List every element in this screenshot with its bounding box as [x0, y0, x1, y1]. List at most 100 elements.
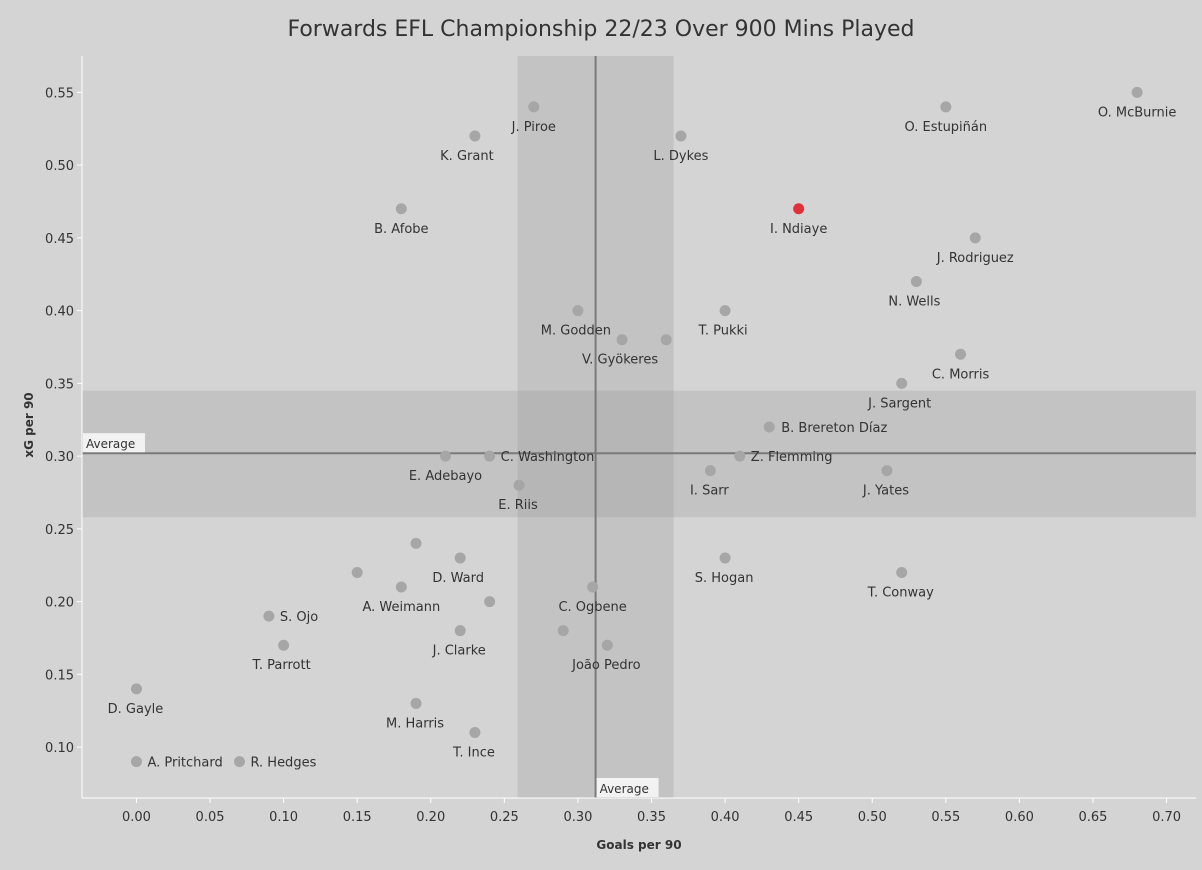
- point-label-k-grant: K. Grant: [440, 149, 494, 164]
- point-label-i-ndiaye: I. Ndiaye: [770, 222, 827, 237]
- x-axis-title: Goals per 90: [596, 838, 681, 852]
- x-tick-label: 0.05: [196, 810, 225, 825]
- x-average-label: Average: [600, 782, 649, 796]
- x-tick-label: 0.00: [122, 810, 151, 825]
- x-average-label-box: [596, 778, 659, 797]
- data-point-c-washington: [484, 450, 496, 462]
- data-point-c-morris: [955, 348, 967, 360]
- y-axis-title: xG per 90: [22, 392, 36, 457]
- data-point-b-brereton-diaz: [763, 421, 775, 433]
- data-points: [130, 86, 1143, 768]
- data-point-i-ndiaye: [793, 203, 805, 215]
- data-point-m-godden: [572, 305, 584, 317]
- y-average-label: Average: [86, 437, 135, 451]
- x-tick-label: 0.20: [416, 810, 445, 825]
- point-label-a-weimann: A. Weimann: [362, 600, 440, 615]
- point-label-j-rodriguez: J. Rodriguez: [936, 251, 1014, 266]
- point-label-o-mcburnie: O. McBurnie: [1098, 105, 1176, 120]
- data-point: [410, 537, 422, 549]
- data-point-j-rodriguez: [969, 232, 981, 244]
- tick-labels: 0.00 0.05 0.10 0.15 0.20 0.25 0.30 0.35 0.40 0.45…: [45, 86, 1181, 825]
- point-labels: O. McBurnie O. Estupiñán J. Piroe K. Grant L…: [108, 105, 1177, 770]
- data-point-z-flemming: [734, 450, 746, 462]
- point-label-j-yates: J. Yates: [862, 484, 909, 499]
- point-label-v-gyokeres: V. Gyökeres: [582, 353, 658, 368]
- chart-title: Forwards EFL Championship 22/23 Over 900…: [287, 17, 914, 42]
- point-label-e-riis: E. Riis: [498, 498, 538, 513]
- data-point-c-ogbene: [587, 581, 599, 593]
- average-bands: [82, 56, 1196, 798]
- data-point-joao-pedro: [601, 639, 613, 651]
- point-label-c-washington: C. Washington: [501, 450, 595, 465]
- point-label-o-estupinan: O. Estupiñán: [905, 120, 988, 135]
- data-point-a-weimann: [395, 581, 407, 593]
- x-tick-label: 0.10: [269, 810, 298, 825]
- y-tick-label: 0.15: [45, 668, 74, 683]
- point-label-s-hogan: S. Hogan: [695, 571, 754, 586]
- point-label-d-gayle: D. Gayle: [108, 702, 164, 717]
- point-label-z-flemming: Z. Flemming: [751, 450, 833, 465]
- data-point-j-yates: [881, 465, 893, 477]
- y-tick-label: 0.30: [45, 450, 74, 465]
- y-tick-label: 0.45: [45, 232, 74, 247]
- x-tick-label: 0.70: [1152, 810, 1181, 825]
- x-tick-label: 0.45: [784, 810, 813, 825]
- point-label-d-ward: D. Ward: [432, 571, 484, 586]
- y-tick-label: 0.20: [45, 596, 74, 611]
- data-point-i-sarr: [704, 465, 716, 477]
- x-tick-label: 0.60: [1005, 810, 1034, 825]
- data-point-t-parrott: [278, 639, 290, 651]
- y-tick-label: 0.25: [45, 523, 74, 538]
- point-label-e-adebayo: E. Adebayo: [409, 469, 482, 484]
- data-point-o-estupinan: [940, 101, 952, 113]
- point-label-t-parrott: T. Parrott: [251, 658, 310, 673]
- data-point-t-ince: [469, 727, 481, 739]
- point-label-t-conway: T. Conway: [867, 585, 935, 600]
- point-label-l-dykes: L. Dykes: [653, 149, 708, 164]
- point-label-t-pukki: T. Pukki: [697, 324, 747, 339]
- data-point: [484, 596, 496, 608]
- data-point-e-adebayo: [439, 450, 451, 462]
- x-tick-label: 0.65: [1079, 810, 1108, 825]
- point-label-joao-pedro: João Pedro: [571, 658, 641, 673]
- y-tick-label: 0.35: [45, 377, 74, 392]
- y-tick-label: 0.50: [45, 159, 74, 174]
- x-tick-label: 0.30: [563, 810, 592, 825]
- point-label-s-ojo: S. Ojo: [280, 610, 318, 625]
- data-point-l-dykes: [675, 130, 687, 142]
- data-point: [351, 566, 363, 578]
- data-point-t-conway: [896, 566, 908, 578]
- data-point-a-pritchard: [130, 756, 142, 768]
- data-point-b-afobe: [395, 203, 407, 215]
- data-point-m-harris: [410, 697, 422, 709]
- x-tick-label: 0.50: [858, 810, 887, 825]
- data-point-t-pukki: [719, 305, 731, 317]
- average-labels: Average Average: [83, 433, 659, 797]
- data-point-d-ward: [454, 552, 466, 564]
- data-point-n-wells: [910, 276, 922, 288]
- point-label-m-godden: M. Godden: [541, 324, 611, 339]
- y-tick-label: 0.55: [45, 86, 74, 101]
- point-label-j-piroe: J. Piroe: [511, 120, 556, 135]
- data-point-s-hogan: [719, 552, 731, 564]
- point-label-c-morris: C. Morris: [932, 367, 990, 382]
- point-label-m-harris: M. Harris: [386, 716, 444, 731]
- point-label-n-wells: N. Wells: [888, 295, 940, 310]
- data-point: [660, 334, 672, 346]
- y-average-label-box: [83, 433, 145, 453]
- data-point-v-gyokeres: [616, 334, 628, 346]
- data-point-s-ojo: [263, 610, 275, 622]
- data-point-j-sargent: [896, 377, 908, 389]
- point-label-a-pritchard: A. Pritchard: [147, 756, 222, 771]
- point-label-j-sargent: J. Sargent: [867, 396, 931, 411]
- data-point-j-piroe: [528, 101, 540, 113]
- data-point: [557, 625, 569, 637]
- x-tick-label: 0.35: [637, 810, 666, 825]
- data-point-k-grant: [469, 130, 481, 142]
- x-tick-label: 0.55: [931, 810, 960, 825]
- data-point-e-riis: [513, 479, 525, 491]
- data-point-r-hedges: [233, 756, 245, 768]
- x-tick-label: 0.25: [490, 810, 519, 825]
- point-label-t-ince: T. Ince: [452, 746, 495, 761]
